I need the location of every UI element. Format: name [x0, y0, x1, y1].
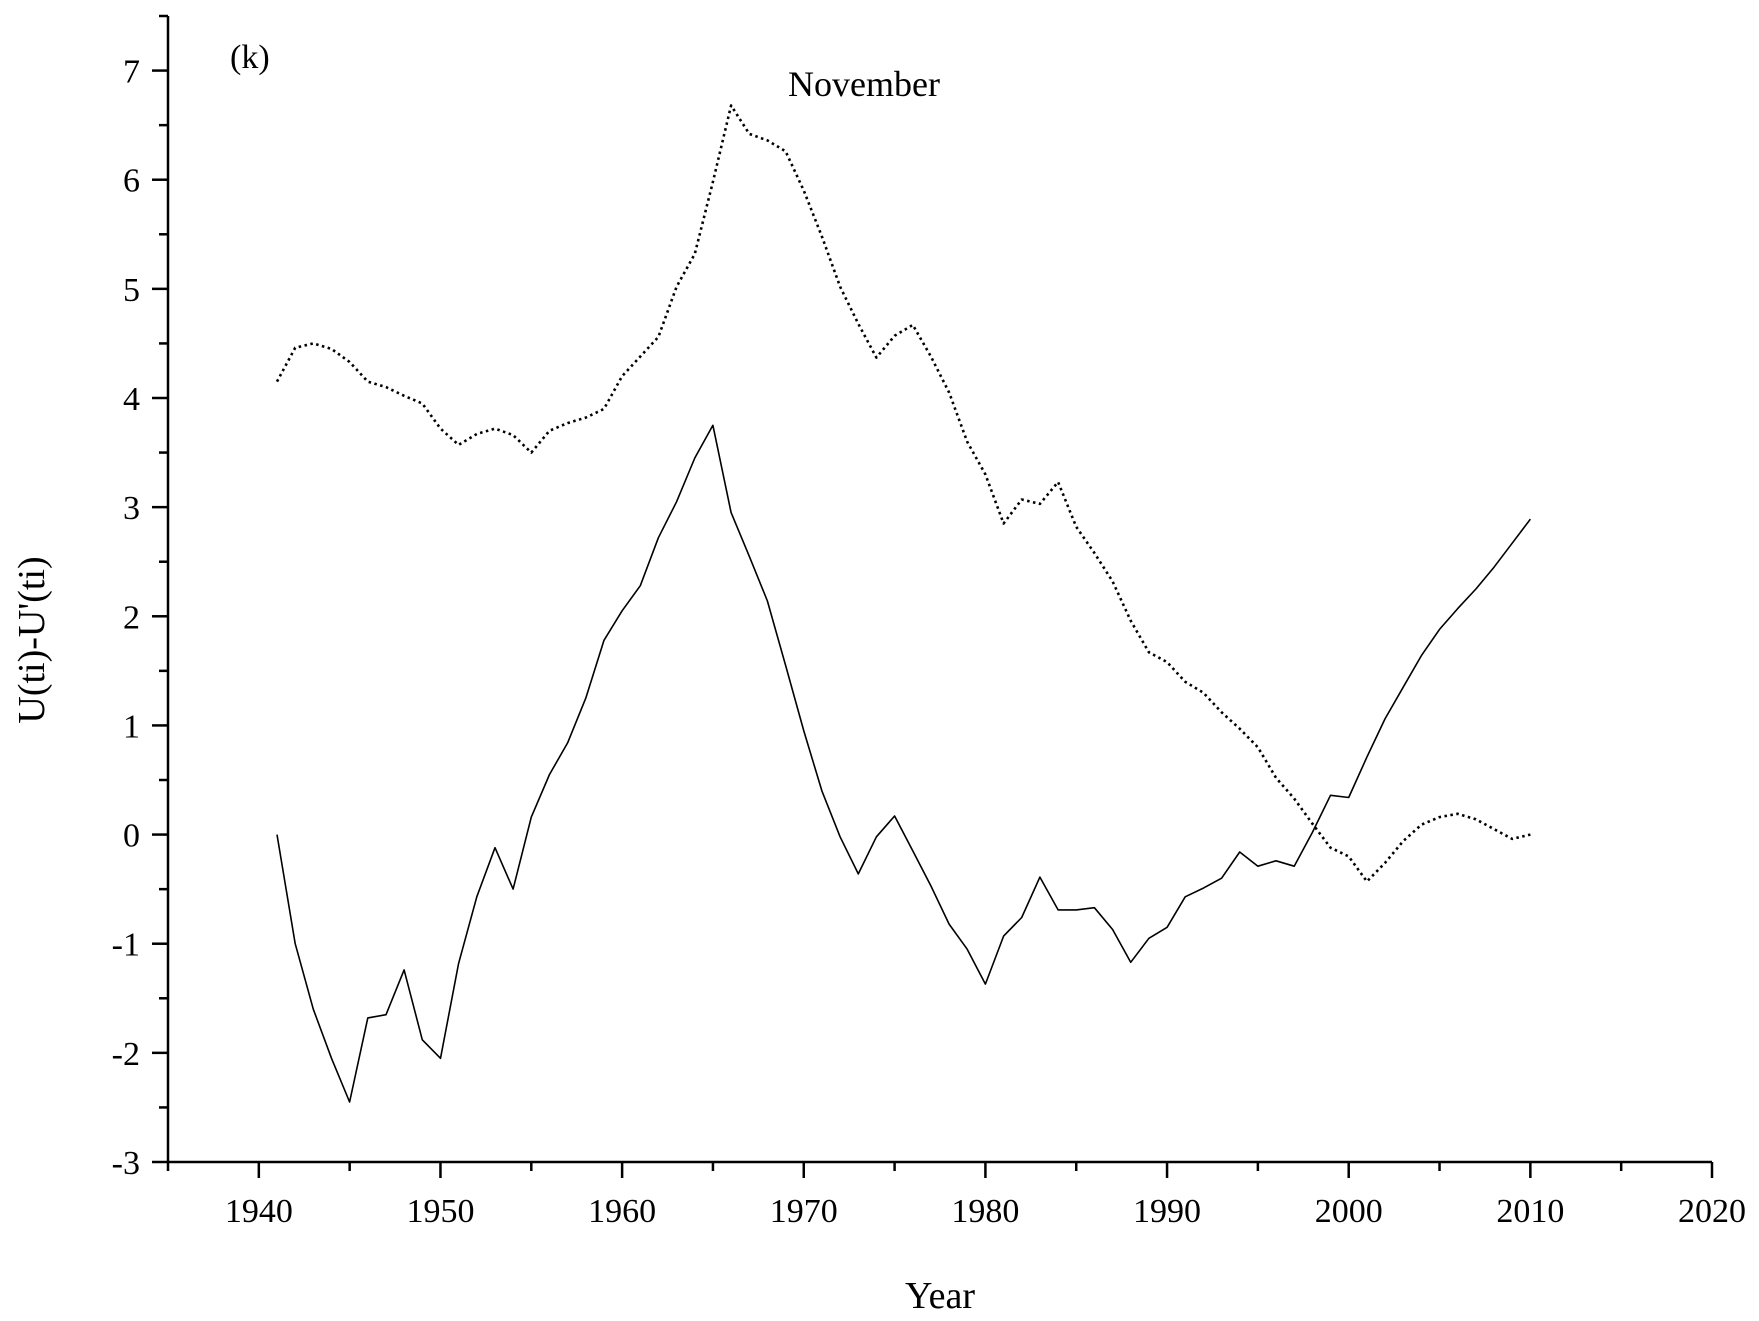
panel-label: (k) [230, 39, 270, 76]
y-tick-label: -3 [112, 1145, 140, 1182]
y-axis-ticks: -3 -2 -1 0 1 2 3 4 5 6 7 [112, 14, 168, 1182]
axes [166, 16, 1712, 1164]
y-tick-label: 5 [123, 272, 140, 309]
x-tick-label: 2020 [1678, 1193, 1746, 1230]
y-tick-label: 1 [123, 708, 140, 745]
x-tick-label: 1950 [406, 1193, 474, 1230]
y-tick-label: 7 [123, 54, 140, 91]
y-tick-label: 6 [123, 163, 140, 200]
x-tick-label: 1980 [951, 1193, 1019, 1230]
x-tick-label: 1990 [1133, 1193, 1201, 1230]
y-tick-label: -2 [112, 1036, 140, 1073]
x-axis-ticks: 1940 1950 1960 1970 1980 1990 2000 2010 2020 [166, 1162, 1746, 1230]
y-tick-label: 3 [123, 490, 140, 527]
x-axis-title: Year [905, 1275, 975, 1317]
x-tick-label: 2000 [1315, 1193, 1383, 1230]
y-tick-label: 2 [123, 599, 140, 636]
x-tick-label: 2010 [1496, 1193, 1564, 1230]
series-line-dotted [275, 104, 1531, 883]
x-tick-label: 1960 [588, 1193, 656, 1230]
x-tick-label: 1940 [225, 1193, 293, 1230]
y-tick-label: 4 [123, 381, 140, 418]
y-tick-label: 0 [123, 818, 140, 855]
chart-title: November [788, 64, 940, 104]
x-tick-label: 1970 [770, 1193, 838, 1230]
y-tick-label: -1 [112, 927, 140, 964]
series-line-solid [276, 424, 1532, 1103]
y-axis-title: U(ti)-U'(ti) [11, 556, 53, 723]
series-layer [275, 104, 1532, 1103]
